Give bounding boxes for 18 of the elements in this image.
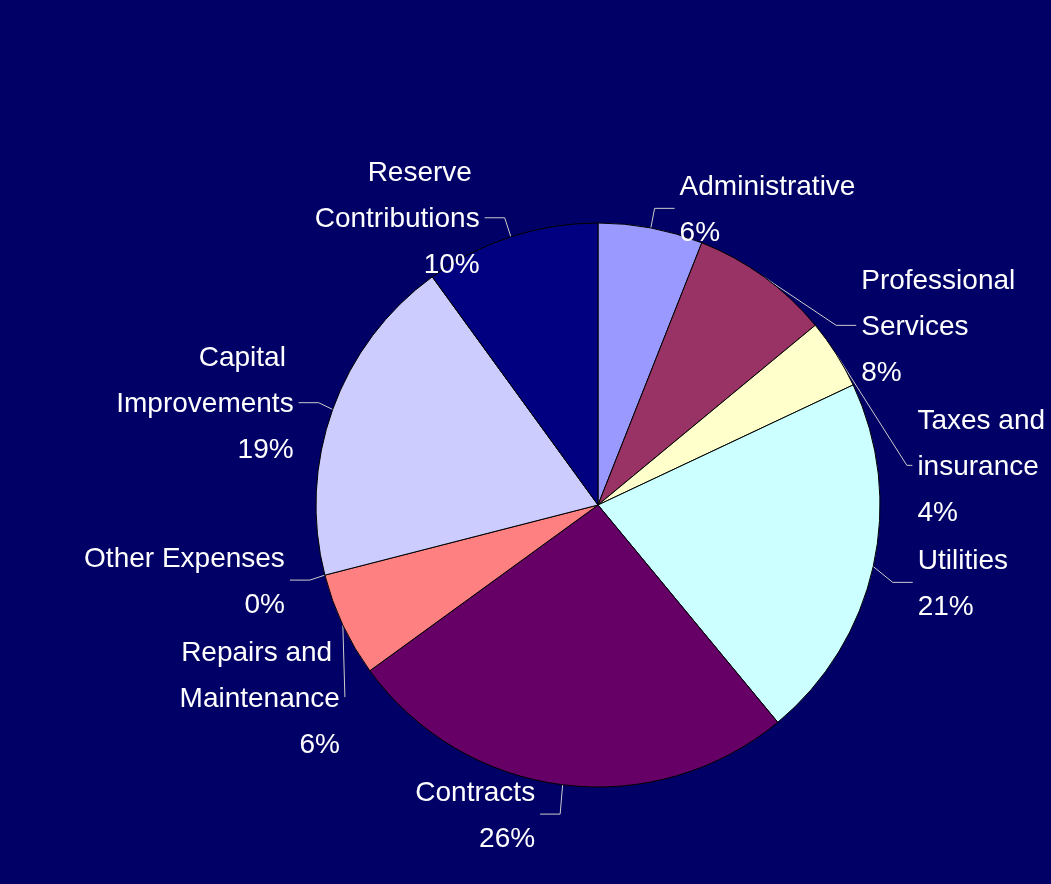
data-label: 6% [679,215,721,247]
data-label: 21% [917,589,974,621]
data-label: 19% [237,433,294,465]
slice-label: Utilities [917,543,1008,575]
data-label: 10% [423,248,480,280]
data-label: 4% [917,495,958,527]
text: 0% [244,587,285,619]
slice-label: Administrative [679,169,856,201]
slice-label: Professional Services [861,263,1024,341]
data-label: 8% [861,355,902,387]
slice-label: Repairs and Maintenance [179,635,340,713]
slice-label: Taxes and insurance [917,403,1051,481]
category-label: Other Expenses [84,541,285,573]
slice-label: Reserve Contributions [314,156,480,234]
slice-label: Capital Improvements [116,341,294,419]
slice-label: Contracts [415,775,536,807]
data-label: 26% [479,821,536,853]
data-label: 6% [299,727,340,759]
